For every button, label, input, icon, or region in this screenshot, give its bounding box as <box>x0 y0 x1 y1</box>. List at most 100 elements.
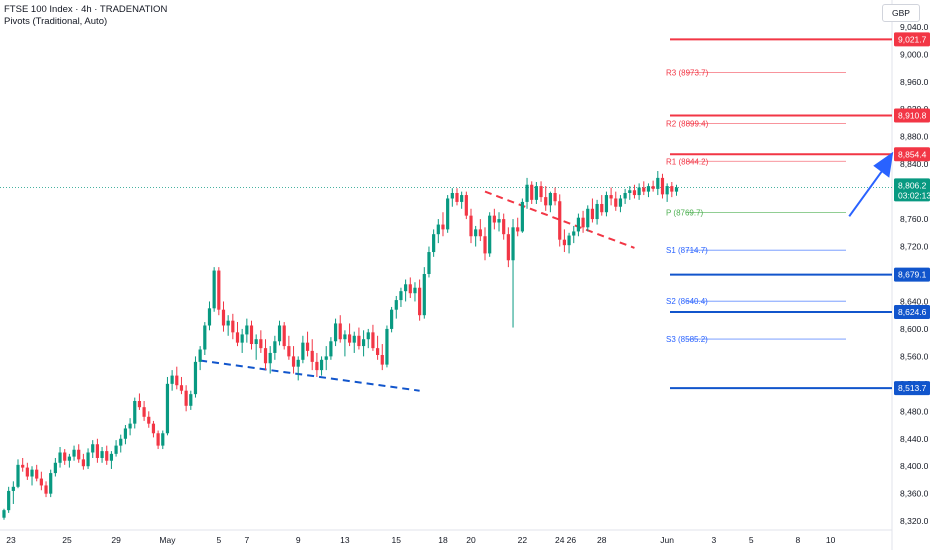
support-trend-line <box>200 359 420 392</box>
candle-down <box>338 323 342 340</box>
pivot-label: R2 (8899.4) <box>666 119 709 128</box>
candle-up <box>637 187 641 196</box>
candle-up <box>324 356 328 360</box>
candle-up <box>11 486 15 491</box>
candle-up <box>128 423 132 429</box>
candle-up <box>343 334 347 340</box>
candle-down <box>151 423 156 434</box>
candle-up <box>488 215 492 254</box>
candle-up <box>329 341 333 357</box>
candle-up <box>460 195 464 202</box>
candle-down <box>483 236 487 254</box>
candle-up <box>656 177 660 189</box>
candle-up <box>212 270 216 309</box>
candle-down <box>502 219 506 235</box>
candle-down <box>544 197 548 206</box>
candle-up <box>226 320 230 326</box>
candle-up <box>436 224 440 235</box>
candle-up <box>2 510 6 518</box>
candle-down <box>263 348 268 364</box>
candle-up <box>674 187 679 192</box>
candle-up <box>7 490 11 511</box>
price-tag-label: 8,679.1 <box>898 270 927 280</box>
candle-up <box>333 323 338 342</box>
candle-down <box>95 444 99 458</box>
pivot-label: R3 (8973.7) <box>666 68 709 77</box>
forecast-arrow-shaft <box>848 163 889 217</box>
candle-up <box>161 433 165 446</box>
candle-up <box>618 198 623 207</box>
candle-up <box>277 325 282 342</box>
price-tag <box>894 108 930 123</box>
resistance-trend-line <box>484 190 635 249</box>
candle-up <box>474 229 478 237</box>
candle-up <box>170 375 174 384</box>
candle-up <box>165 383 170 434</box>
candle-down <box>44 485 48 494</box>
candle-down <box>310 350 314 362</box>
candle-up <box>72 449 76 457</box>
price-tick-label: 9,000.0 <box>900 49 929 59</box>
candle-up <box>413 287 417 294</box>
candle-up <box>366 332 370 340</box>
time-tick-label: 18 <box>438 535 448 545</box>
candle-up <box>404 284 408 292</box>
candle-up <box>511 227 515 261</box>
candle-down <box>609 195 613 199</box>
candle-down <box>305 342 310 351</box>
price-tick-label: 8,600.0 <box>900 324 929 334</box>
time-tick-label: 8 <box>796 535 801 545</box>
candle-up <box>268 352 272 364</box>
currency-button[interactable]: GBP <box>882 4 920 22</box>
candle-down <box>137 401 142 408</box>
pivot-label: S1 (8714.7) <box>666 246 708 255</box>
time-tick-label: 7 <box>244 535 249 545</box>
price-tick-label: 8,840.0 <box>900 159 929 169</box>
candle-down <box>562 239 566 246</box>
candle-down <box>63 452 67 461</box>
indicator-title[interactable]: Pivots (Traditional, Auto) <box>4 16 108 27</box>
price-tick-label: 8,320.0 <box>900 516 929 526</box>
candle-up <box>67 456 71 461</box>
candle-down <box>147 416 151 424</box>
bar-countdown: 03:02:13 <box>898 190 931 200</box>
candle-up <box>385 328 389 365</box>
candle-up <box>352 335 356 343</box>
candle-down <box>21 464 25 468</box>
time-tick-label: 5 <box>216 535 221 545</box>
price-tag <box>894 147 930 162</box>
candle-up <box>245 325 249 335</box>
candle-down <box>670 186 674 192</box>
candle-down <box>418 287 422 316</box>
price-tick-label: 8,480.0 <box>900 406 929 416</box>
time-tick-label: 13 <box>340 535 350 545</box>
candle-up <box>567 235 571 246</box>
candle-down <box>455 192 459 202</box>
price-tag <box>894 32 930 47</box>
candle-up <box>16 464 20 487</box>
candle-up <box>30 469 34 477</box>
candle-down <box>179 385 184 391</box>
candle-up <box>595 203 599 220</box>
price-tick-label: 8,880.0 <box>900 132 929 142</box>
candle-up <box>319 359 324 371</box>
candle-up <box>548 192 552 206</box>
candle-down <box>184 390 188 406</box>
time-tick-label: 20 <box>466 535 476 545</box>
candle-down <box>77 449 81 460</box>
candle-up <box>58 452 62 463</box>
candle-down <box>259 339 263 349</box>
price-tag-label: 9,021.7 <box>898 34 927 44</box>
price-tick-label: 8,960.0 <box>900 77 929 87</box>
candle-down <box>39 478 43 486</box>
price-tick-label: 8,760.0 <box>900 214 929 224</box>
candle-up <box>399 291 403 301</box>
candle-up <box>240 334 244 343</box>
candle-down <box>105 451 109 461</box>
price-tag <box>894 381 930 396</box>
candle-up <box>53 462 57 474</box>
chart-legend: FTSE 100 Index · 4h · TRADENATION Pivots… <box>4 4 167 28</box>
price-tag-label: 8,910.8 <box>898 111 927 121</box>
